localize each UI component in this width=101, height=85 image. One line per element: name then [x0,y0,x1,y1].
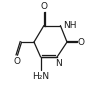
Text: O: O [78,38,85,47]
Text: O: O [13,57,20,66]
Text: H₂N: H₂N [32,72,49,81]
Text: O: O [40,2,47,11]
Text: N: N [55,59,62,68]
Text: NH: NH [63,21,77,30]
